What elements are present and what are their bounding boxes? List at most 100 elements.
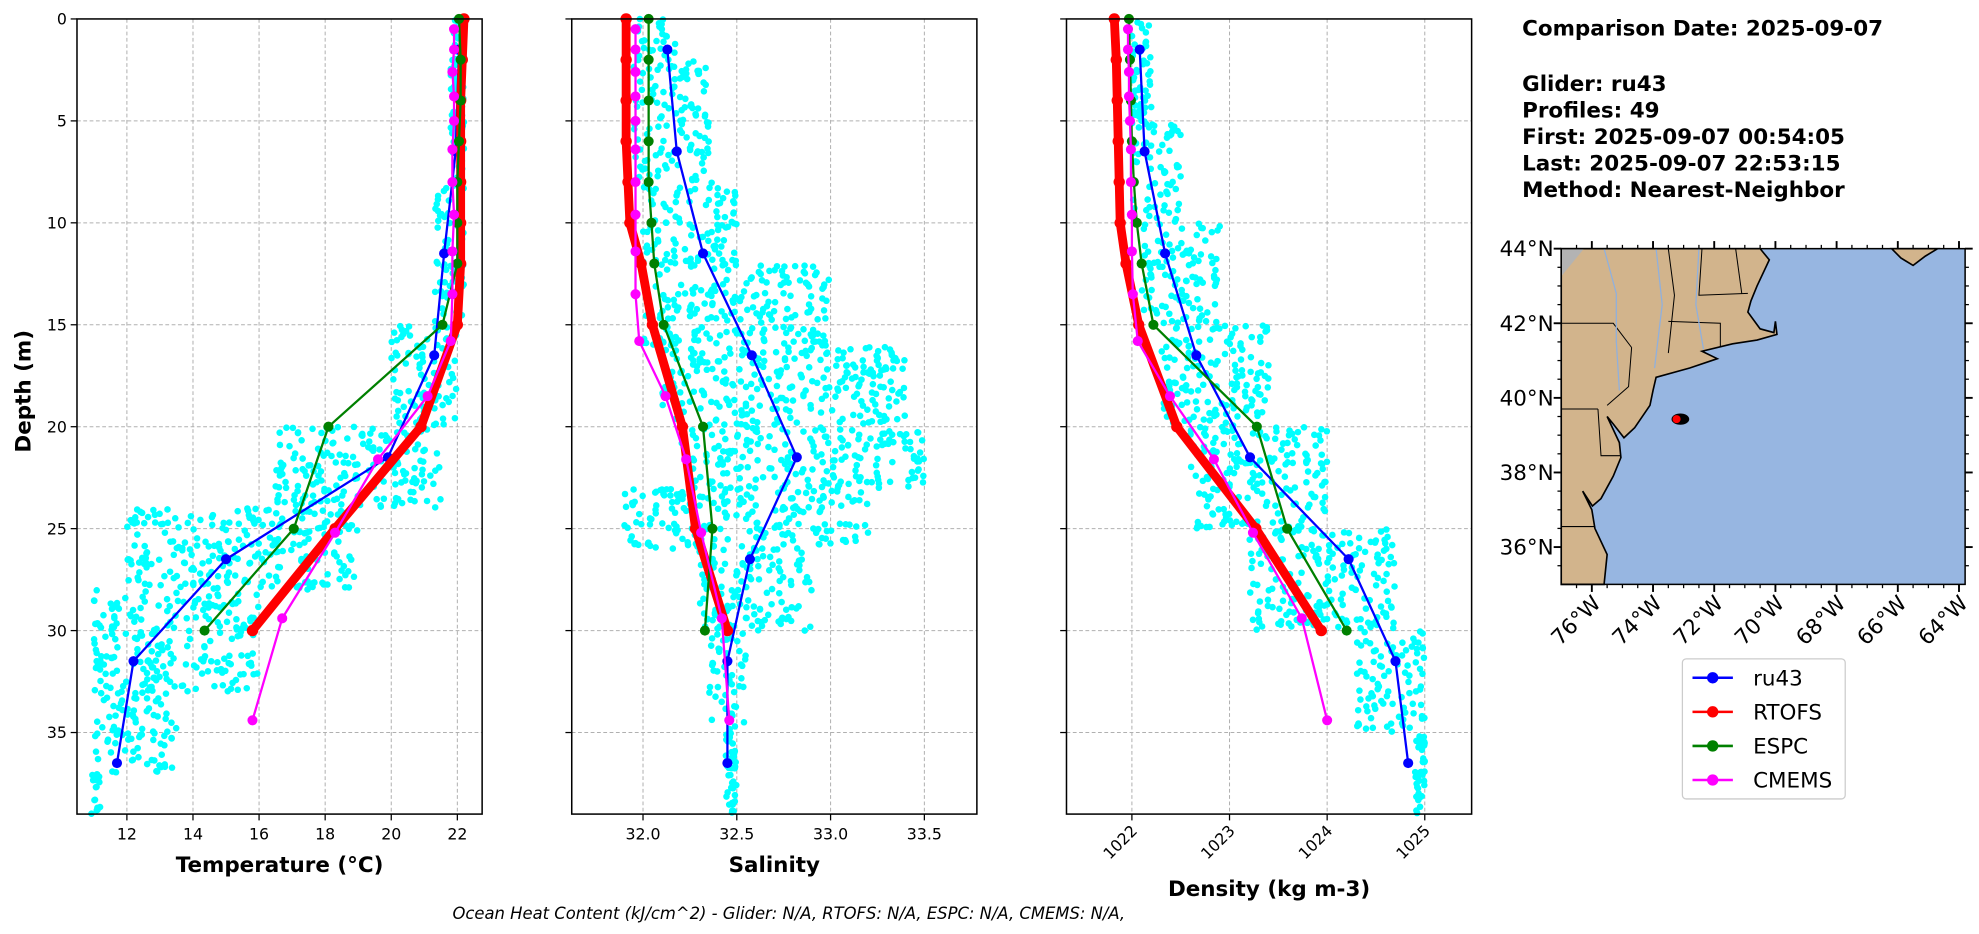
glider-scatter-point bbox=[852, 373, 859, 381]
x-tick-label: 33.0 bbox=[813, 824, 848, 843]
glider-scatter-point bbox=[1213, 448, 1220, 456]
glider-scatter-point bbox=[730, 249, 738, 257]
glider-scatter-point bbox=[834, 355, 842, 363]
glider-scatter-point bbox=[232, 676, 240, 684]
glider-scatter-point bbox=[839, 354, 846, 362]
glider-scatter-point bbox=[141, 598, 149, 605]
glider-scatter-point bbox=[1417, 683, 1425, 690]
glider-scatter-point bbox=[1419, 644, 1426, 651]
glider-scatter-point bbox=[207, 657, 215, 665]
glider-scatter-point bbox=[801, 262, 808, 269]
glider-scatter-point bbox=[1209, 485, 1217, 493]
glider-scatter-point bbox=[1355, 544, 1363, 552]
glider-scatter-point bbox=[132, 719, 140, 726]
glider-scatter-point bbox=[1168, 317, 1176, 325]
glider-scatter-point bbox=[1264, 602, 1272, 610]
glider-scatter-point bbox=[1289, 459, 1297, 467]
glider-scatter-point bbox=[223, 572, 231, 580]
data-point-cmems bbox=[1126, 209, 1137, 220]
glider-scatter-point bbox=[843, 368, 850, 376]
glider-scatter-point bbox=[1298, 569, 1305, 577]
glider-scatter-point bbox=[1356, 567, 1364, 574]
legend-marker bbox=[1707, 672, 1719, 684]
glider-scatter-point bbox=[727, 350, 734, 357]
glider-scatter-point bbox=[170, 624, 178, 632]
glider-scatter-point bbox=[1162, 231, 1170, 238]
glider-scatter-point bbox=[681, 290, 689, 297]
glider-scatter-point bbox=[840, 349, 847, 356]
glider-scatter-point bbox=[639, 166, 646, 173]
glider-scatter-point bbox=[1199, 477, 1207, 485]
glider-scatter-point bbox=[676, 184, 684, 192]
data-point-ru43 bbox=[1191, 350, 1202, 361]
glider-scatter-point bbox=[292, 501, 300, 509]
glider-scatter-point bbox=[1311, 431, 1318, 439]
glider-scatter-point bbox=[723, 317, 731, 324]
glider-scatter-point bbox=[136, 569, 143, 576]
glider-scatter-point bbox=[1171, 356, 1178, 364]
glider-scatter-point bbox=[1253, 375, 1260, 383]
glider-scatter-point bbox=[144, 513, 152, 521]
data-point-cmems bbox=[1127, 289, 1138, 300]
glider-scatter-point bbox=[757, 434, 764, 442]
glider-scatter-point bbox=[1384, 597, 1392, 605]
glider-scatter-point bbox=[1190, 254, 1198, 261]
glider-scatter-point bbox=[714, 236, 721, 243]
glider-scatter-point bbox=[700, 595, 707, 603]
glider-scatter-point bbox=[143, 760, 151, 768]
glider-scatter-point bbox=[802, 347, 809, 355]
glider-scatter-point bbox=[1272, 502, 1279, 509]
glider-scatter-point bbox=[102, 633, 109, 641]
glider-scatter-point bbox=[1147, 68, 1154, 75]
glider-scatter-point bbox=[640, 228, 647, 235]
data-point-espc bbox=[288, 523, 299, 534]
glider-scatter-point bbox=[660, 137, 667, 145]
glider-scatter-point bbox=[1329, 531, 1336, 539]
glider-scatter-point bbox=[795, 520, 802, 528]
glider-scatter-point bbox=[1257, 359, 1265, 367]
data-point-rtofs bbox=[1111, 94, 1123, 107]
glider-scatter-point bbox=[893, 357, 901, 365]
glider-scatter-point bbox=[162, 690, 170, 697]
glider-scatter-point bbox=[1163, 188, 1170, 195]
glider-scatter-point bbox=[839, 437, 846, 444]
data-point-ru43 bbox=[791, 452, 802, 463]
data-point-espc bbox=[699, 625, 710, 636]
glider-scatter-point bbox=[294, 429, 302, 437]
glider-scatter-point bbox=[691, 328, 698, 336]
glider-scatter-point bbox=[235, 536, 243, 543]
glider-scatter-point bbox=[289, 424, 297, 432]
glider-scatter-point bbox=[209, 511, 217, 519]
glider-scatter-point bbox=[222, 526, 230, 534]
glider-scatter-point bbox=[438, 305, 446, 312]
glider-scatter-point bbox=[864, 529, 872, 536]
glider-scatter-point bbox=[719, 194, 727, 202]
glider-scatter-point bbox=[801, 270, 809, 277]
data-point-cmems bbox=[696, 527, 707, 538]
glider-scatter-point bbox=[747, 438, 755, 445]
data-point-cmems bbox=[447, 144, 458, 155]
glider-scatter-point bbox=[1383, 723, 1391, 730]
glider-scatter-point bbox=[1211, 301, 1219, 308]
data-point-cmems bbox=[448, 91, 460, 102]
glider-scatter-point bbox=[649, 90, 657, 98]
glider-scatter-point bbox=[1274, 510, 1282, 517]
glider-scatter-point bbox=[849, 498, 856, 505]
glider-scatter-point bbox=[687, 263, 695, 270]
glider-scatter-point bbox=[294, 482, 302, 490]
glider-scatter-point bbox=[699, 350, 706, 357]
glider-scatter-point bbox=[817, 424, 824, 431]
glider-scatter-point bbox=[365, 438, 373, 445]
glider-scatter-point bbox=[1374, 574, 1382, 582]
glider-scatter-point bbox=[1379, 700, 1387, 707]
state-border bbox=[1698, 248, 1748, 296]
data-point-cmems bbox=[630, 289, 641, 300]
glider-scatter-point bbox=[225, 609, 233, 616]
x-tick-label: 1025 bbox=[1392, 821, 1434, 863]
data-point-rtofs bbox=[620, 135, 632, 147]
glider-scatter-point bbox=[1146, 212, 1153, 220]
glider-scatter-point bbox=[166, 638, 173, 645]
glider-scatter-point bbox=[451, 357, 459, 365]
glider-scatter-point bbox=[1233, 380, 1241, 387]
